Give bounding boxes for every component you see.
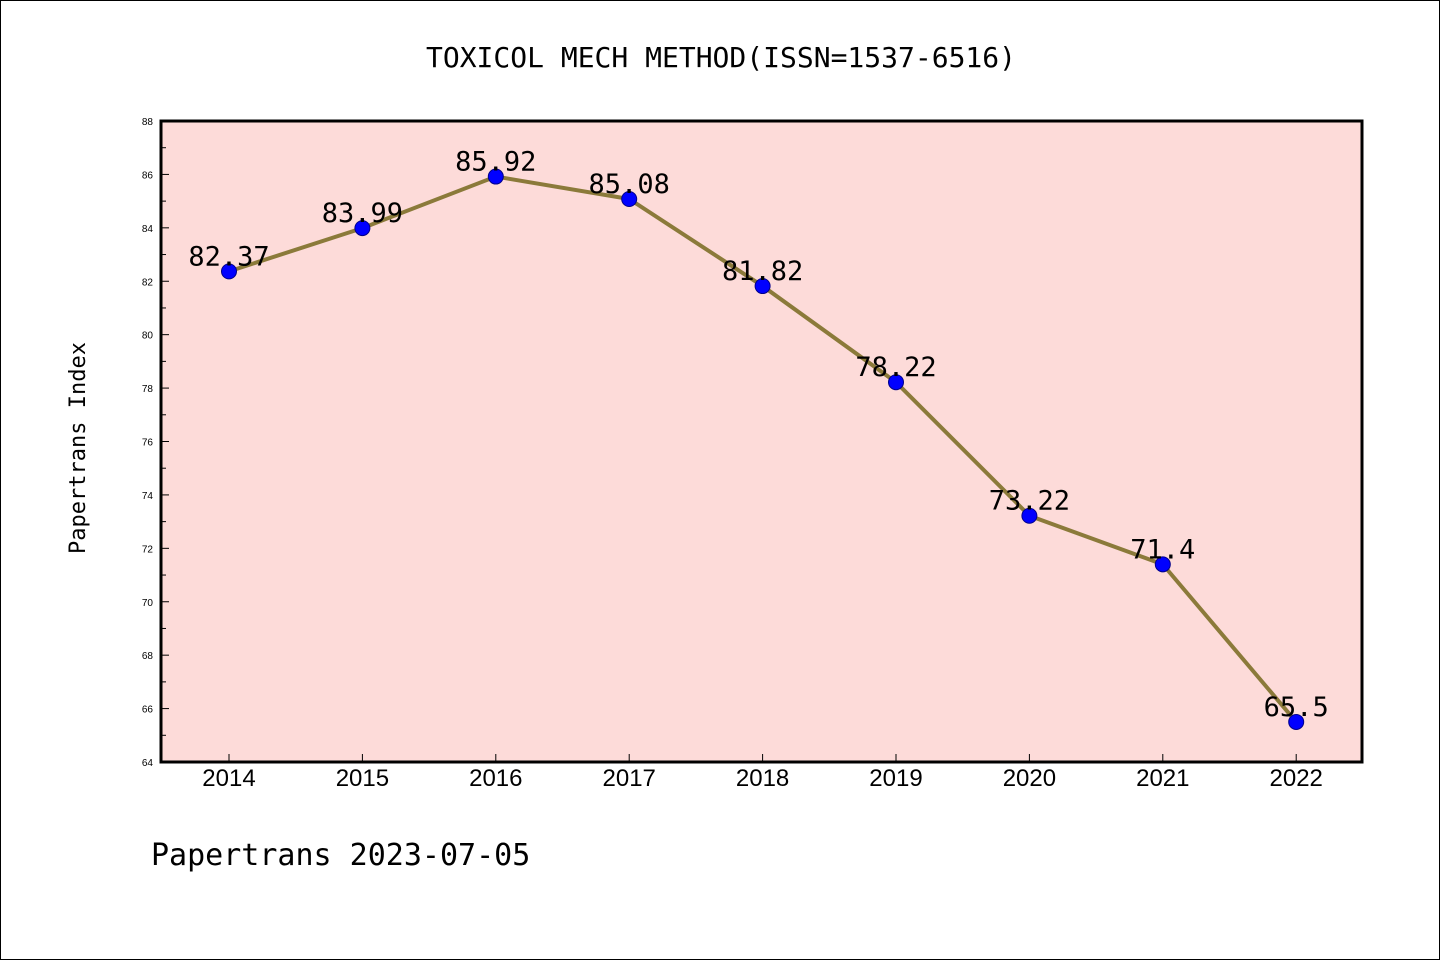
y-tick-label: 74 <box>142 491 154 502</box>
x-tick-label: 2017 <box>603 765 656 792</box>
data-point <box>621 190 638 207</box>
data-point <box>354 220 371 237</box>
x-tick-label: 2014 <box>202 765 255 792</box>
data-label: 71.4 <box>1130 534 1195 565</box>
data-label: 78.22 <box>855 352 936 383</box>
footer-caption: Papertrans 2023-07-05 <box>151 838 530 873</box>
data-label: 83.99 <box>322 198 403 229</box>
x-tick-label: 2015 <box>336 765 389 792</box>
x-tick-label: 2022 <box>1270 765 1323 792</box>
x-tick-label: 2020 <box>1003 765 1056 792</box>
y-tick-label: 84 <box>142 224 154 235</box>
x-tick-label: 2021 <box>1136 765 1189 792</box>
data-label: 82.37 <box>188 241 269 272</box>
x-tick-label: 2018 <box>736 765 789 792</box>
x-tick-label: 2019 <box>869 765 922 792</box>
y-tick-label: 70 <box>142 598 154 609</box>
data-point <box>754 278 771 295</box>
y-tick-label: 80 <box>142 331 154 342</box>
data-point <box>487 168 504 185</box>
data-label: 85.08 <box>589 169 670 200</box>
y-tick-label: 82 <box>142 277 154 288</box>
data-point <box>221 263 237 280</box>
data-label: 81.82 <box>722 256 803 287</box>
y-axis-label: Papertrans Index <box>66 342 91 554</box>
x-tick-label: 2016 <box>469 765 522 792</box>
x-axis: 2014 2015 2016 2017 2018 2019 2020 2021 2022 <box>202 754 1323 792</box>
plot-border <box>159 119 1364 764</box>
y-tick-label: 72 <box>142 544 154 555</box>
data-label: 73.22 <box>989 486 1070 517</box>
data-point <box>1288 713 1305 730</box>
y-tick-label: 78 <box>142 384 154 395</box>
data-label: 65.5 <box>1264 692 1329 723</box>
y-tick-label: 66 <box>142 705 154 716</box>
data-point <box>1154 556 1171 573</box>
y-tick-label: 86 <box>142 170 154 181</box>
data-points <box>221 168 1305 730</box>
y-tick-label: 68 <box>142 651 154 662</box>
data-labels: 82.37 83.99 85.92 85.08 81.82 78.22 73.22 71.4 6… <box>188 147 1328 723</box>
y-tick-label: 76 <box>142 438 154 449</box>
chart-title: TOXICOL MECH METHOD(ISSN=1537-6516) <box>426 41 1016 74</box>
data-point <box>888 374 904 391</box>
data-point <box>1021 507 1038 524</box>
data-label: 85.92 <box>455 147 536 178</box>
y-tick-label: 64 <box>142 758 154 769</box>
y-tick-label: 88 <box>142 117 154 128</box>
